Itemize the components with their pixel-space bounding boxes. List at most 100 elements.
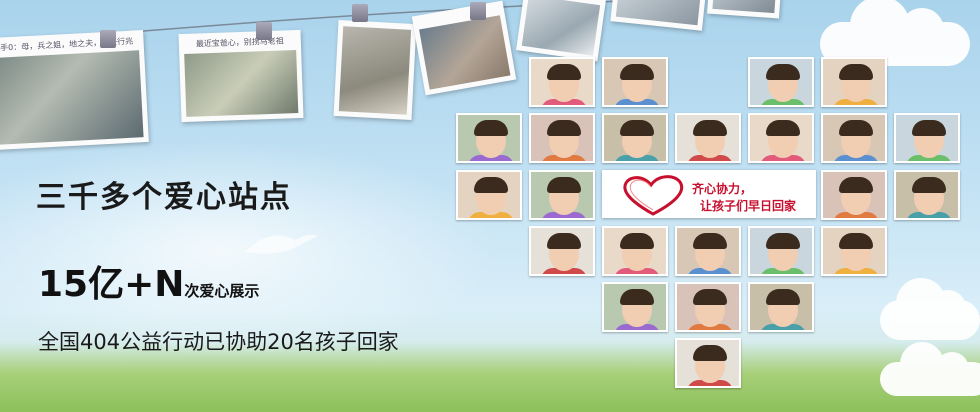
child-hair xyxy=(912,120,946,136)
child-photo-tile[interactable] xyxy=(529,170,595,220)
child-hair xyxy=(912,177,946,193)
child-clothes xyxy=(687,324,733,330)
child-hair xyxy=(766,233,800,249)
child-clothes xyxy=(468,212,514,218)
child-photo-tile[interactable] xyxy=(529,226,595,276)
child-photo-tile[interactable] xyxy=(675,226,741,276)
hanging-photo: 手0：母，兵之姐，地之夫，翻去行兆 xyxy=(0,30,149,150)
cloud xyxy=(880,278,980,340)
hanging-photo xyxy=(333,20,417,120)
child-hair xyxy=(620,64,654,80)
photo-image xyxy=(615,0,701,26)
child-photo-tile[interactable] xyxy=(675,113,741,163)
child-clothes xyxy=(833,212,879,218)
child-hair xyxy=(620,233,654,249)
child-hair xyxy=(547,233,581,249)
child-clothes xyxy=(760,268,806,274)
photo-image xyxy=(521,0,601,56)
child-photo-tile[interactable] xyxy=(456,113,522,163)
child-photo-tile[interactable] xyxy=(602,113,668,163)
stats-line: 15亿+N次爱心展示 xyxy=(38,255,259,307)
child-clothes xyxy=(833,99,879,105)
child-photo-tile[interactable] xyxy=(821,57,887,107)
child-hair xyxy=(766,289,800,305)
hanging-photo xyxy=(411,0,517,96)
child-hair xyxy=(547,120,581,136)
cloud xyxy=(880,342,980,396)
child-hair xyxy=(620,120,654,136)
dove-icon xyxy=(245,234,318,254)
photo-clip xyxy=(256,22,272,40)
photo-image xyxy=(184,50,299,117)
child-photo-tile[interactable] xyxy=(529,57,595,107)
child-clothes xyxy=(833,155,879,161)
child-photo-tile[interactable] xyxy=(602,282,668,332)
child-hair xyxy=(620,289,654,305)
cloud xyxy=(820,0,970,66)
child-clothes xyxy=(541,212,587,218)
child-photo-tile[interactable] xyxy=(748,57,814,107)
child-photo-tile[interactable] xyxy=(748,282,814,332)
child-clothes xyxy=(687,268,733,274)
child-hair xyxy=(693,289,727,305)
child-photo-tile[interactable] xyxy=(456,170,522,220)
child-hair xyxy=(839,64,873,80)
photo-clip xyxy=(100,30,116,48)
child-clothes xyxy=(906,212,952,218)
photo-image xyxy=(338,26,412,115)
photo-image xyxy=(419,15,511,90)
child-photo-tile[interactable] xyxy=(821,170,887,220)
tagline: 全国404公益行动已协助20名孩子回家 xyxy=(38,330,399,354)
child-photo-tile[interactable] xyxy=(748,226,814,276)
child-photo-tile[interactable] xyxy=(675,338,741,388)
stats-suffix: 次爱心展示 xyxy=(184,282,260,300)
hanging-photo: 最近宝爸心，别拐马老祖 xyxy=(178,29,304,123)
child-photo-tile[interactable] xyxy=(894,170,960,220)
child-hair xyxy=(766,120,800,136)
child-clothes xyxy=(760,99,806,105)
heart-slogan-tile[interactable]: 齐心协力， 让孩子们早日回家 xyxy=(602,170,816,218)
child-hair xyxy=(547,64,581,80)
child-hair xyxy=(839,233,873,249)
photo-image xyxy=(0,50,144,145)
child-hair xyxy=(839,120,873,136)
child-clothes xyxy=(906,155,952,161)
child-photo-tile[interactable] xyxy=(602,57,668,107)
child-hair xyxy=(693,233,727,249)
photo-image xyxy=(712,0,776,14)
child-clothes xyxy=(614,99,660,105)
child-photo-tile[interactable] xyxy=(821,226,887,276)
child-photo-tile[interactable] xyxy=(675,282,741,332)
child-photo-tile[interactable] xyxy=(748,113,814,163)
child-hair xyxy=(693,345,727,361)
slogan-line-2: 让孩子们早日回家 xyxy=(700,199,797,213)
child-clothes xyxy=(687,155,733,161)
child-clothes xyxy=(541,99,587,105)
child-photo-tile[interactable] xyxy=(529,113,595,163)
child-clothes xyxy=(760,324,806,330)
child-hair xyxy=(693,120,727,136)
grass-strip xyxy=(0,342,980,412)
child-photo-tile[interactable] xyxy=(602,226,668,276)
photo-clip xyxy=(470,2,486,20)
child-photo-tile[interactable] xyxy=(894,113,960,163)
photo-clip xyxy=(352,4,368,22)
child-clothes xyxy=(541,268,587,274)
child-hair xyxy=(547,177,581,193)
child-hair xyxy=(766,64,800,80)
stats-number: 15亿+N xyxy=(38,264,185,305)
child-clothes xyxy=(687,380,733,386)
child-clothes xyxy=(614,324,660,330)
child-clothes xyxy=(614,268,660,274)
child-clothes xyxy=(833,268,879,274)
child-hair xyxy=(474,120,508,136)
child-photo-tile[interactable] xyxy=(821,113,887,163)
heart-icon xyxy=(623,175,684,216)
slogan-line-1: 齐心协力， xyxy=(692,182,753,196)
child-clothes xyxy=(614,155,660,161)
headline: 三千多个爱心站点 xyxy=(36,180,292,215)
photo-caption: 最近宝爸心，别拐马老祖 xyxy=(195,36,284,49)
child-hair xyxy=(474,177,508,193)
child-hair xyxy=(839,177,873,193)
